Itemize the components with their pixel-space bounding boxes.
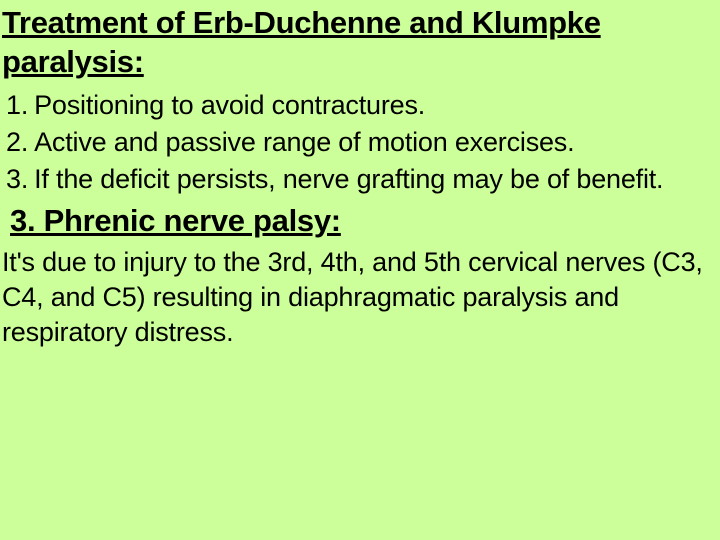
- treatment-list: 1. Positioning to avoid contractures. 2.…: [2, 88, 718, 197]
- list-number: 3.: [2, 162, 34, 197]
- list-text: Active and passive range of motion exerc…: [34, 125, 718, 160]
- list-number: 1.: [2, 88, 34, 123]
- list-item: 3. If the deficit persists, nerve grafti…: [2, 162, 718, 197]
- phrenic-heading: 3. Phrenic nerve palsy:: [2, 203, 718, 239]
- slide-content: Treatment of Erb-Duchenne and Klumpke pa…: [0, 0, 720, 540]
- list-item: 1. Positioning to avoid contractures.: [2, 88, 718, 123]
- list-number: 2.: [2, 125, 34, 160]
- treatment-heading: Treatment of Erb-Duchenne and Klumpke pa…: [2, 4, 718, 82]
- phrenic-paragraph: It's due to injury to the 3rd, 4th, and …: [2, 245, 718, 350]
- list-text: Positioning to avoid contractures.: [34, 88, 718, 123]
- list-text: If the deficit persists, nerve grafting …: [34, 162, 718, 197]
- list-item: 2. Active and passive range of motion ex…: [2, 125, 718, 160]
